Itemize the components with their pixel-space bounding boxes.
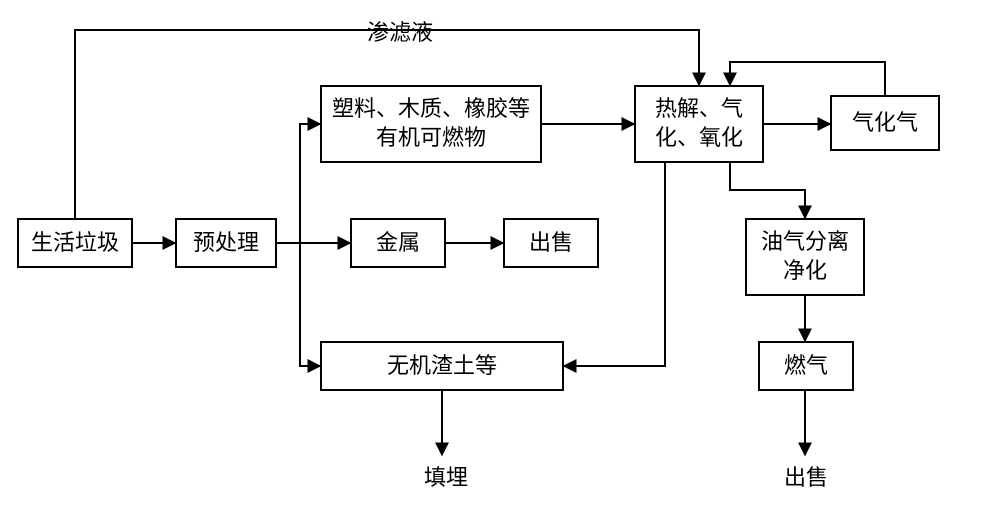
text: 生活垃圾 (31, 229, 119, 258)
text: 预处理 (193, 229, 259, 258)
node-sell-metal: 出售 (503, 218, 599, 268)
node-organic-combustible: 塑料、木质、橡胶等有机可燃物 (320, 85, 542, 163)
node-metal: 金属 (350, 218, 446, 268)
node-fuel-gas: 燃气 (758, 341, 854, 391)
label-leachate: 渗滤液 (350, 15, 450, 47)
label-sell-gas: 出售 (776, 460, 836, 492)
text: 出售 (784, 460, 828, 492)
label-landfill: 填埋 (416, 460, 476, 492)
node-oilgas-separation: 油气分离净化 (745, 218, 865, 296)
node-domestic-waste: 生活垃圾 (17, 218, 133, 268)
text: 塑料、木质、橡胶等有机可燃物 (326, 95, 536, 152)
text: 热解、气化、氧化 (640, 95, 758, 152)
edge-pretreat-to-inorganic (277, 243, 320, 366)
node-inorganic-slag: 无机渣土等 (320, 341, 564, 391)
text: 出售 (529, 229, 573, 258)
text: 金属 (376, 229, 420, 258)
node-pretreatment: 预处理 (175, 218, 277, 268)
text: 油气分离净化 (751, 228, 859, 285)
flowchart-canvas: 渗滤液 生活垃圾 预处理 塑料、木质、橡胶等有机可燃物 金属 出售 无机渣土等 … (0, 0, 1000, 523)
node-pyrolysis: 热解、气化、氧化 (634, 85, 764, 163)
text: 填埋 (424, 460, 468, 492)
text: 渗滤液 (367, 15, 433, 47)
node-gasification-gas: 气化气 (830, 95, 940, 151)
edge-pyrolysis-to-oilgas (730, 163, 805, 218)
text: 燃气 (784, 352, 828, 381)
text: 气化气 (852, 109, 918, 138)
text: 无机渣土等 (387, 352, 497, 381)
edge-pretreat-to-organic (277, 124, 320, 243)
